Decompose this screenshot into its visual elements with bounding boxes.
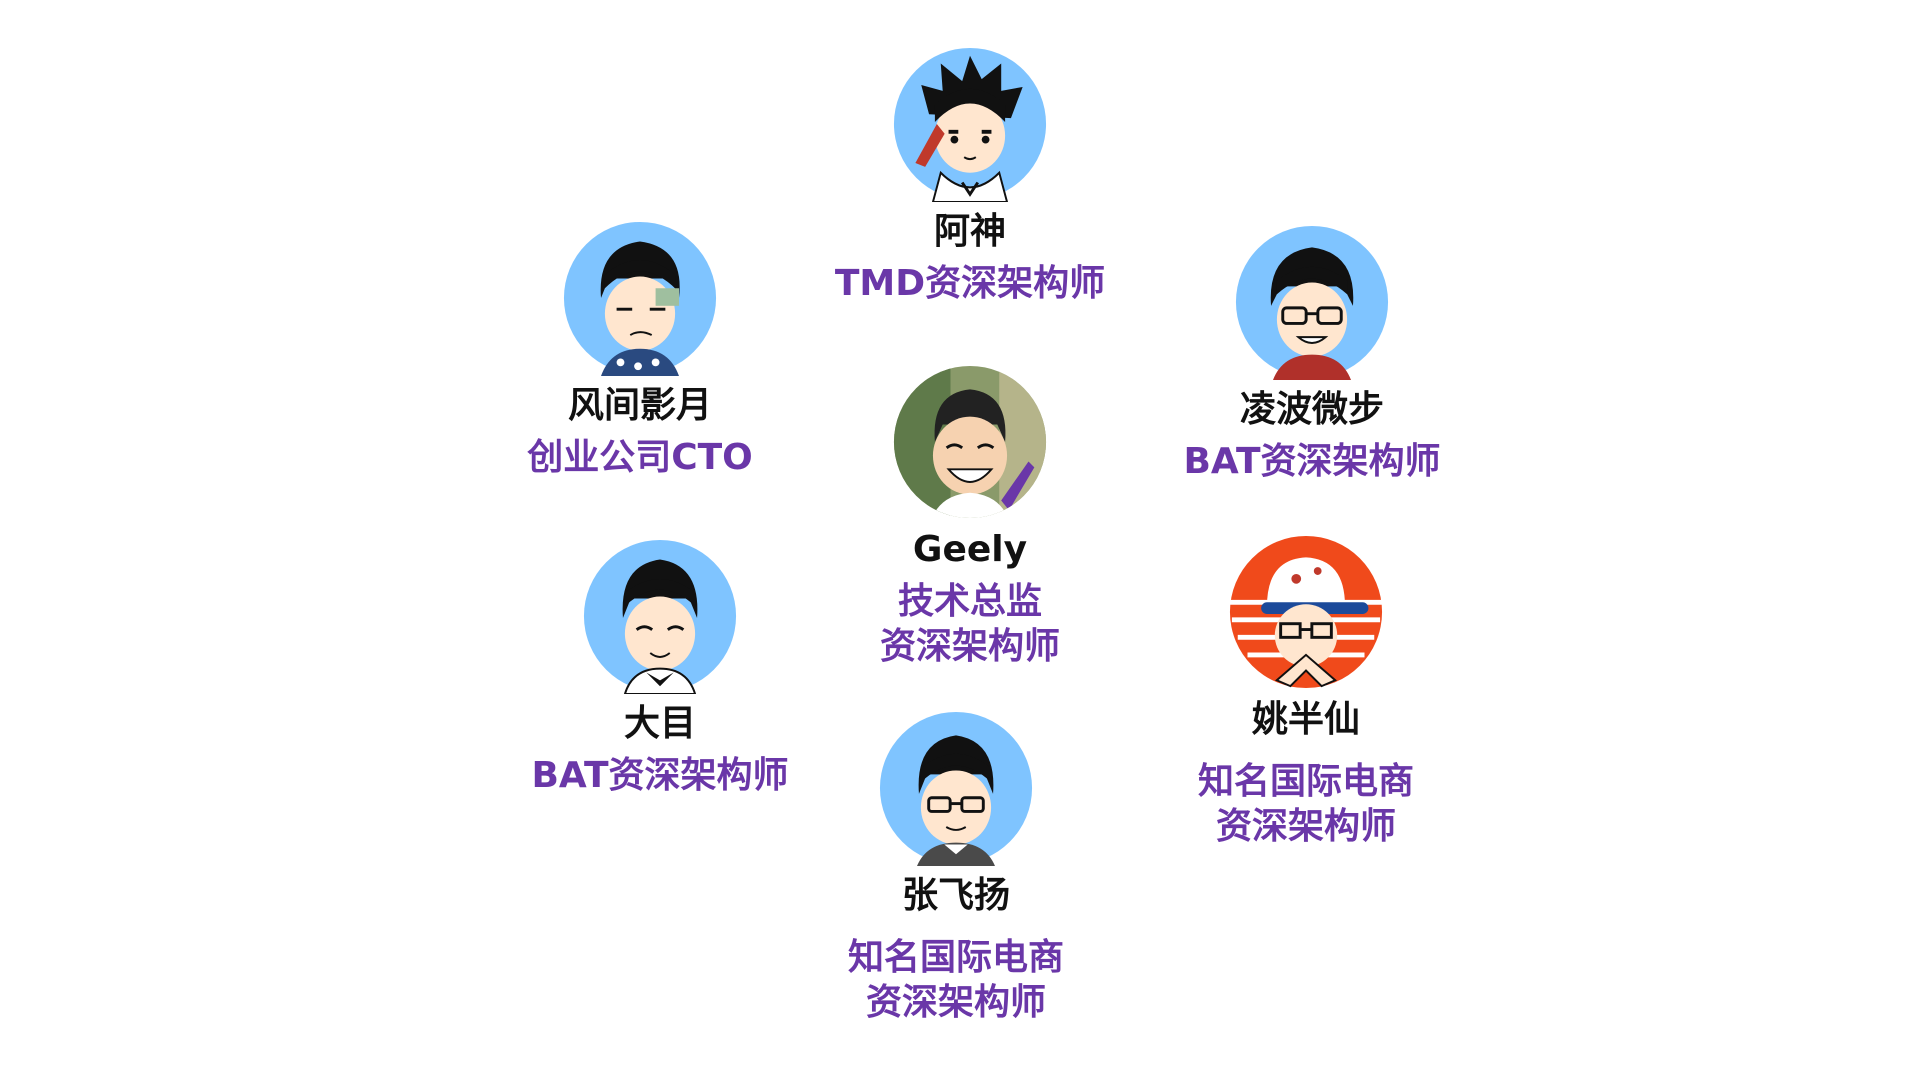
member-name: 阿神 [933,211,1006,252]
avatar-geely [893,365,1047,519]
member-role: BAT资深架构师 [450,753,870,798]
member-role: TMD资深架构师 [760,261,1180,306]
member-role-line: 技术总监 [897,581,1042,623]
member-name: Geely [912,529,1028,570]
member-role: BAT资深架构师 [1102,439,1522,484]
avatar-damu [583,539,737,694]
member-ashen: 阿神 TMD资深架构师 [760,46,1180,306]
member-role: 知名国际电商 资深架构师 [1096,759,1516,849]
member-role-line: TMD资深架构师 [834,263,1106,305]
member-lingbo: 凌波微步 BAT资深架构师 [1102,224,1522,484]
member-name: 风间影月 [567,385,712,426]
member-role: 技术总监 资深架构师 [760,579,1180,669]
member-role-line: 资深架构师 [879,626,1060,668]
member-yaobanxian: 姚半仙 知名国际电商 资深架构师 [1096,534,1516,849]
member-damu: 大目 BAT资深架构师 [450,538,870,798]
member-role-line: 知名国际电商 [847,937,1064,979]
member-fengjian: 风间影月 创业公司CTO [430,220,850,480]
member-name: 张飞扬 [901,875,1010,916]
member-role: 知名国际电商 资深架构师 [746,935,1166,1025]
member-name: 姚半仙 [1251,699,1360,740]
avatar-fengjian [563,221,717,376]
avatar-lingbo [1235,225,1389,380]
member-zhangfeiyang: 张飞扬 知名国际电商 资深架构师 [746,710,1166,1025]
member-name: 凌波微步 [1239,389,1384,430]
member-geely: Geely 技术总监 资深架构师 [760,364,1180,669]
member-name: 大目 [623,703,696,744]
member-role: 创业公司CTO [430,435,850,480]
member-role-line: 资深架构师 [1215,806,1396,848]
avatar-zhangfeiyang [879,711,1033,866]
member-role-line: 创业公司CTO [527,437,753,479]
member-role-line: 资深架构师 [865,982,1046,1024]
avatar-ashen [893,47,1047,202]
avatar-yaobanxian [1229,535,1383,689]
member-role-line: 知名国际电商 [1197,761,1414,803]
member-role-line: BAT资深架构师 [1183,441,1441,483]
member-role-line: BAT资深架构师 [531,755,789,797]
